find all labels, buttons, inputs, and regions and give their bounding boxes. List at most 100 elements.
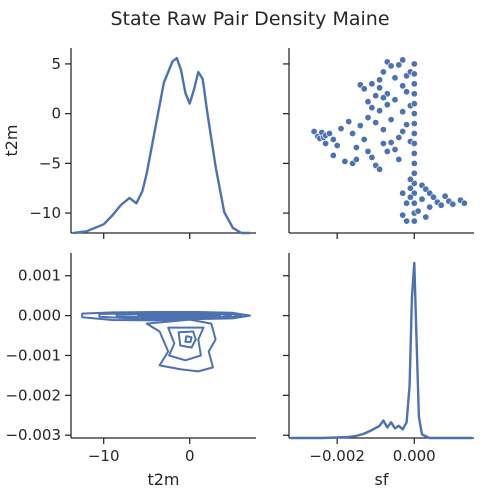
scatter-point — [337, 125, 345, 133]
x-tick-label: 0.000 — [393, 447, 436, 465]
y-tick-label: −10 — [29, 204, 61, 222]
scatter-point — [329, 136, 337, 144]
x-tick-label: −10 — [88, 447, 120, 465]
density-contour — [177, 330, 197, 349]
scatter-point — [460, 199, 468, 207]
scatter-point — [391, 74, 399, 82]
scatter-point — [379, 126, 387, 134]
panel-t2m_vs_sf_kde: −10 0 0.001 0.000 −0.001 −0.002 −0.003 t2m — [5, 253, 256, 489]
scatter-point — [322, 140, 330, 148]
scatter-point — [368, 80, 376, 88]
scatter-point — [410, 217, 418, 225]
x-tick-label: −0.002 — [309, 447, 365, 465]
scatter-point — [379, 68, 387, 76]
scatter-point — [426, 203, 434, 211]
scatter-point — [376, 76, 384, 84]
scatter-point — [410, 70, 418, 78]
scatter-point — [372, 119, 380, 127]
scatter-point — [391, 146, 399, 154]
scatter-point — [410, 159, 418, 167]
scatter-point — [410, 199, 418, 207]
scatter-point — [325, 130, 333, 138]
scatter-point — [383, 147, 391, 155]
scatter-point — [395, 134, 403, 142]
scatter-point — [387, 139, 395, 147]
scatter-point — [383, 101, 391, 109]
scatter-point — [391, 96, 399, 104]
y-tick-label: 0 — [51, 105, 61, 123]
chart-title: State Raw Pair Density Maine — [110, 8, 389, 30]
panel-sf_vs_t2m_scatter — [283, 48, 474, 239]
density-contour — [145, 318, 217, 373]
scatter-point — [372, 92, 380, 100]
scatter-point — [410, 90, 418, 98]
scatter-point — [387, 116, 395, 124]
y-tick-label: −0.001 — [5, 346, 61, 364]
scatter-point — [403, 199, 411, 207]
x-axis-label: t2m — [147, 470, 179, 489]
scatter-point — [387, 62, 395, 70]
scatter-point — [364, 114, 372, 122]
scatter-point — [406, 175, 414, 183]
x-tick-label: 0 — [185, 447, 195, 465]
scatter-point — [403, 88, 411, 96]
scatter-point — [379, 140, 387, 148]
panel-t2m_diag: 5 0 −5 −10 t2m — [2, 48, 256, 239]
scatter-point — [399, 128, 407, 136]
scatter-point — [376, 165, 384, 173]
scatter-point — [429, 193, 437, 201]
scatter-point — [345, 118, 353, 126]
y-tick-label: 0.000 — [18, 307, 61, 325]
scatter-point — [395, 155, 403, 163]
scatter-point — [437, 201, 445, 209]
scatter-point — [403, 121, 411, 129]
y-axis-label: t2m — [2, 124, 21, 156]
scatter-point — [395, 61, 403, 69]
density-contour — [181, 314, 202, 317]
scatter-point — [364, 147, 372, 155]
scatter-point — [368, 153, 376, 161]
scatter-point — [410, 110, 418, 118]
density-contour — [81, 311, 251, 322]
scatter-point — [406, 184, 414, 192]
density-contour — [184, 335, 193, 343]
scatter-point — [410, 120, 418, 128]
scatter-point — [399, 211, 407, 219]
scatter-point — [329, 151, 337, 159]
scatter-point — [410, 140, 418, 148]
y-tick-label: 5 — [51, 55, 61, 73]
scatter-point — [441, 192, 449, 200]
scatter-point — [356, 122, 364, 130]
scatter-point — [376, 84, 384, 92]
density-curve — [73, 56, 250, 235]
scatter-point — [379, 94, 387, 102]
scatter-point — [399, 189, 407, 197]
scatter-point — [410, 169, 418, 177]
y-tick-label: −0.003 — [5, 426, 61, 444]
scatter-point — [352, 155, 360, 163]
scatter-point — [364, 98, 372, 106]
scatter-point — [341, 157, 349, 165]
scatter-point — [368, 104, 376, 112]
density-curve — [290, 261, 473, 440]
scatter-point — [352, 144, 360, 152]
scatter-point — [310, 128, 318, 136]
x-axis-label: sf — [375, 470, 389, 489]
scatter-point — [399, 56, 407, 64]
y-tick-label: 0.001 — [18, 267, 61, 285]
scatter-point — [360, 136, 368, 144]
scatter-point — [376, 107, 384, 115]
density-contour — [167, 326, 205, 362]
scatter-point — [410, 100, 418, 108]
scatter-point — [349, 130, 357, 138]
scatter-point — [449, 200, 457, 208]
scatter-point — [418, 195, 426, 203]
scatter-point — [422, 213, 430, 221]
y-tick-label: −5 — [39, 154, 61, 172]
scatter-point — [414, 207, 422, 215]
scatter-point — [333, 142, 341, 150]
scatter-point — [360, 85, 368, 93]
